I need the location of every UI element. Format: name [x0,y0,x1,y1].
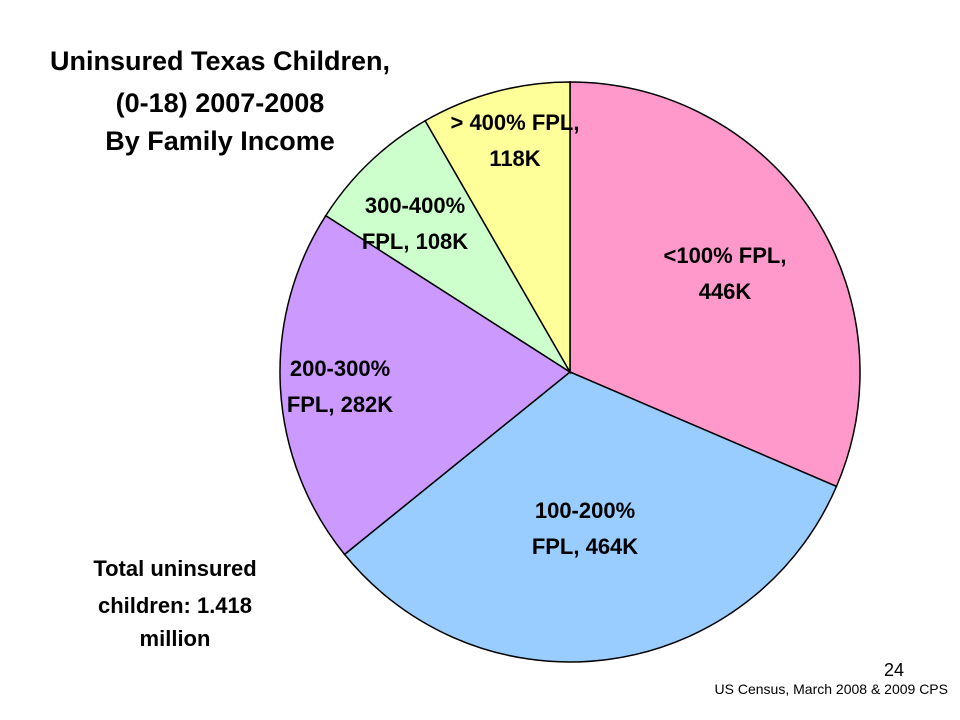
pie-slice [343,371,838,663]
total-line-1: Total uninsured [93,556,257,581]
slice-label: 200-300% FPL, 282K [287,356,393,417]
pie-slice [279,214,572,556]
pie-labels: <100% FPL, 446K 100-200% FPL, 464K 200-300% F… [287,110,787,559]
slice-label-line: <100% FPL, [664,243,787,268]
pie-slice [569,81,861,488]
slice-label-line: 446K [699,279,752,304]
slice-label: 100-200% FPL, 464K [532,498,638,559]
pie-slice [324,119,571,373]
slice-label-line: 300-400% [365,193,465,218]
slice-label-line: > 400% FPL, [450,110,579,135]
total-line-3: million [139,626,211,651]
slice-label: <100% FPL, 446K [664,243,787,304]
slice-label-line: FPL, 108K [362,229,468,254]
chart-title-line-1: Uninsured Texas Children, [49,46,391,76]
slice-label: 300-400% FPL, 108K [362,193,468,254]
slice-label-line: 118K [489,146,540,171]
chart-title-line-2: (0-18) 2007-2008 [115,88,325,118]
total-line-2: children: 1.418 [97,593,253,618]
slice-label-line: 100-200% [535,498,635,523]
source-note: US Census, March 2008 & 2009 CPS [714,681,948,697]
slice-label-line: FPL, 464K [532,534,638,559]
pie-slices [279,81,861,663]
slice-label-line: FPL, 282K [287,392,393,417]
chart-title-line-3: By Family Income [105,126,335,156]
page-number: 24 [884,660,905,680]
slice-label: > 400% FPL, 118K [450,110,579,171]
slice-label-line: 200-300% [290,356,390,381]
pie-slice [424,81,571,375]
